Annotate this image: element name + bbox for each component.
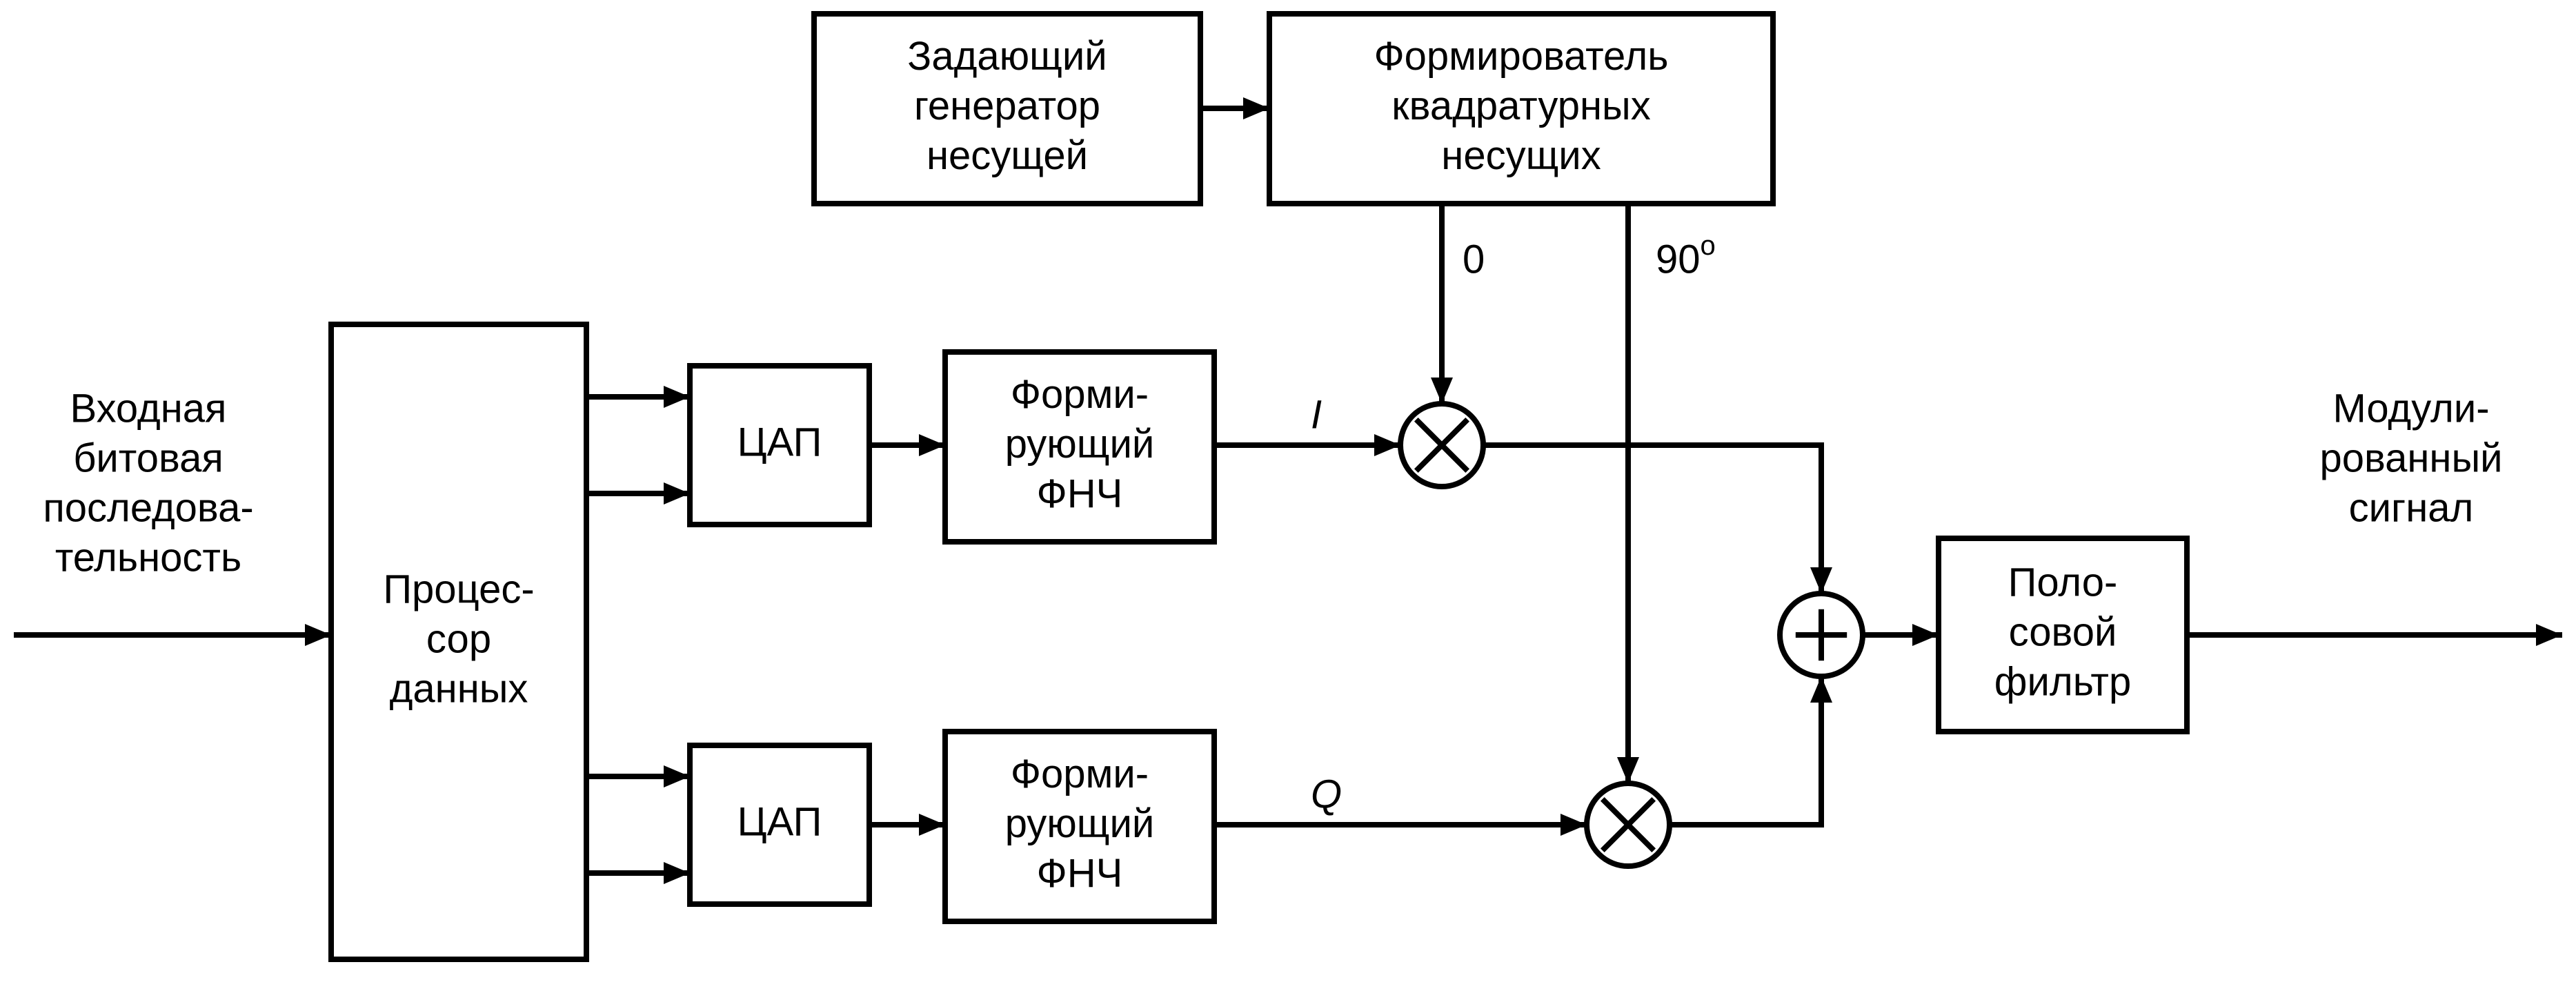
free-label-Q: Q (1311, 772, 1342, 816)
label-line: фильтр (1994, 659, 2131, 704)
label-line: несущих (1441, 133, 1601, 178)
arrowhead (1243, 97, 1269, 119)
arrowhead (919, 434, 945, 456)
arrowhead (1912, 624, 1939, 646)
arrowhead (1561, 814, 1587, 836)
label-line: несущей (927, 133, 1088, 178)
label-line: рующий (1005, 801, 1155, 846)
label-output_label: Модули-рованный сигнал (2319, 386, 2502, 530)
text-block: ЦАП (737, 799, 822, 844)
label-line: битовая (73, 435, 224, 480)
free-label-ninety: 90o (1656, 231, 1716, 282)
mul1-to-sum (1483, 445, 1821, 594)
arrowhead (2536, 624, 2562, 646)
free-label-I: I (1311, 392, 1322, 437)
label-line: ФНЧ (1037, 471, 1123, 516)
label-line: сигнал (2349, 485, 2474, 530)
label-line: совой (2009, 609, 2117, 654)
label-line: последова- (43, 485, 253, 530)
label-line: Процес- (383, 567, 534, 611)
arrowhead (1431, 378, 1453, 404)
arrowhead (1374, 434, 1400, 456)
label-line: рующий (1005, 422, 1155, 467)
block-diagram: Входнаябитовая последова-тельность Процес-… (0, 0, 2576, 989)
mul2-to-sum (1670, 676, 1821, 825)
label-line: Входная (70, 386, 227, 431)
arrowhead (664, 862, 690, 884)
arrowhead (919, 814, 945, 836)
text-block: Задающий генератор несущей (907, 34, 1107, 178)
arrowhead (664, 386, 690, 408)
label-line: генератор (914, 84, 1100, 128)
label-line: ЦАП (737, 420, 822, 464)
arrowhead (1810, 567, 1832, 594)
text-block: Поло-совой фильтр (1994, 560, 2131, 704)
label-line: Поло- (2008, 560, 2118, 605)
arrowhead (1617, 757, 1639, 783)
degree-symbol: o (1701, 231, 1716, 261)
label-line: Задающий (907, 34, 1107, 79)
label-line: Формирователь (1374, 34, 1669, 79)
arrowhead (664, 765, 690, 787)
text-block: ЦАП (737, 420, 822, 464)
arrowhead (305, 624, 331, 646)
label-line: данных (390, 666, 528, 711)
label-line: сор (426, 616, 491, 661)
label-line: Форми- (1011, 752, 1149, 796)
label-line: ЦАП (737, 799, 822, 844)
label-line: ФНЧ (1037, 851, 1123, 896)
label-line: тельность (55, 535, 241, 580)
label-line: Форми- (1011, 372, 1149, 417)
label-line: Модули- (2332, 386, 2489, 431)
label-line: рованный (2319, 435, 2502, 480)
label-line: квадратурных (1391, 84, 1650, 128)
free-label-zero: 0 (1463, 237, 1485, 282)
label-input_label: Входнаябитовая последова-тельность (43, 386, 253, 580)
arrowhead (1810, 676, 1832, 703)
arrowhead (664, 482, 690, 505)
